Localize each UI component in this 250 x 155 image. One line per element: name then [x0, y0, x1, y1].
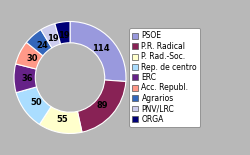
Text: 24: 24 — [36, 41, 48, 50]
Wedge shape — [16, 87, 51, 124]
Wedge shape — [16, 42, 43, 69]
Text: 19: 19 — [47, 34, 59, 43]
Wedge shape — [78, 80, 126, 132]
Wedge shape — [70, 22, 126, 82]
Text: 36: 36 — [22, 74, 33, 83]
Legend: PSOE, P.R. Radical, P. Rad.-Soc., Rep. de centro, ERC, Acc. Republ., Agrarios, P: PSOE, P.R. Radical, P. Rad.-Soc., Rep. d… — [129, 29, 200, 126]
Text: 19: 19 — [58, 31, 70, 40]
Wedge shape — [14, 64, 36, 93]
Wedge shape — [41, 24, 60, 48]
Text: 114: 114 — [92, 44, 110, 53]
Text: 89: 89 — [96, 101, 108, 110]
Wedge shape — [55, 22, 70, 44]
Wedge shape — [40, 107, 82, 133]
Text: 55: 55 — [56, 115, 68, 124]
Text: 50: 50 — [30, 98, 42, 107]
Wedge shape — [26, 30, 52, 56]
Text: 30: 30 — [26, 54, 38, 63]
